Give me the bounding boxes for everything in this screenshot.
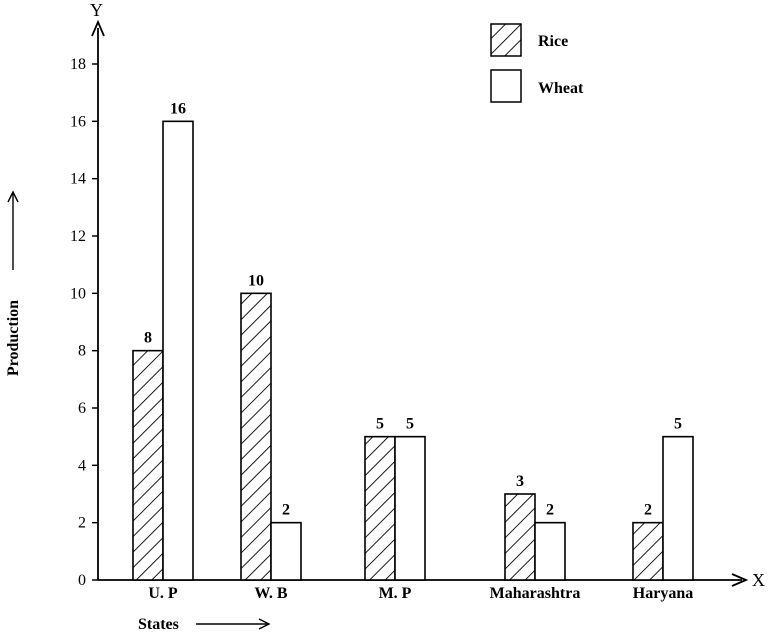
y-tick-label: 0 xyxy=(78,572,86,589)
y-tick-label: 10 xyxy=(70,285,86,302)
legend-wheat-label: Wheat xyxy=(538,80,584,97)
bar-rice-4 xyxy=(632,521,664,581)
y-tick-label: 12 xyxy=(70,228,86,245)
legend: Rice Wheat xyxy=(490,23,584,103)
category-label: Haryana xyxy=(633,585,693,602)
bars: 8 16 10 2 5 5 3 2 2 5 xyxy=(132,100,694,581)
bar-wheat-0 xyxy=(162,120,194,581)
category-label: U. P xyxy=(148,585,178,602)
y-axis-letter: Y xyxy=(90,0,103,20)
value-label-rice-1: 10 xyxy=(248,272,264,289)
legend-rice-label: Rice xyxy=(538,33,568,50)
category-label: M. P xyxy=(379,585,412,602)
y-ticks: 0 2 4 6 8 10 12 14 16 18 xyxy=(70,56,98,589)
value-label-wheat-1: 2 xyxy=(282,502,290,519)
value-label-wheat-0: 16 xyxy=(170,100,186,117)
legend-wheat-swatch xyxy=(490,69,522,103)
value-label-rice-3: 3 xyxy=(516,473,524,490)
value-label-rice-2: 5 xyxy=(376,416,384,433)
x-axis-letter: X xyxy=(752,570,765,590)
y-tick-label: 6 xyxy=(78,400,86,417)
y-tick-label: 16 xyxy=(70,113,86,130)
y-tick-label: 2 xyxy=(78,515,86,532)
bar-wheat-3 xyxy=(534,521,566,581)
bar-rice-1 xyxy=(240,292,272,581)
y-tick-label: 8 xyxy=(78,343,86,360)
value-label-rice-4: 2 xyxy=(644,502,652,519)
category-label: Maharashtra xyxy=(490,585,581,602)
bar-rice-0 xyxy=(132,349,164,581)
x-title-arrow-head xyxy=(258,618,271,630)
y-axis-title-group: Production xyxy=(5,190,22,376)
y-tick-label: 18 xyxy=(70,56,86,73)
y-tick-label: 4 xyxy=(78,457,86,474)
value-label-wheat-2: 5 xyxy=(406,416,414,433)
value-label-wheat-3: 2 xyxy=(546,502,554,519)
legend-rice-swatch xyxy=(490,23,522,57)
x-axis-arrow xyxy=(731,573,749,587)
bar-wheat-1 xyxy=(270,521,302,581)
bar-wheat-4 xyxy=(662,435,694,581)
category-labels: U. P W. B M. P Maharashtra Haryana xyxy=(148,585,693,602)
bar-rice-3 xyxy=(504,493,536,581)
y-tick-label: 14 xyxy=(70,171,86,188)
y-title-arrow-head xyxy=(7,190,19,203)
y-axis-title: Production xyxy=(5,300,22,376)
bar-rice-2 xyxy=(364,435,396,581)
value-label-wheat-4: 5 xyxy=(674,416,682,433)
x-axis-title: States xyxy=(138,616,179,633)
category-label: W. B xyxy=(254,585,288,602)
y-axis-arrow xyxy=(91,19,105,37)
value-label-rice-0: 8 xyxy=(144,330,152,347)
bar-wheat-2 xyxy=(394,435,426,581)
